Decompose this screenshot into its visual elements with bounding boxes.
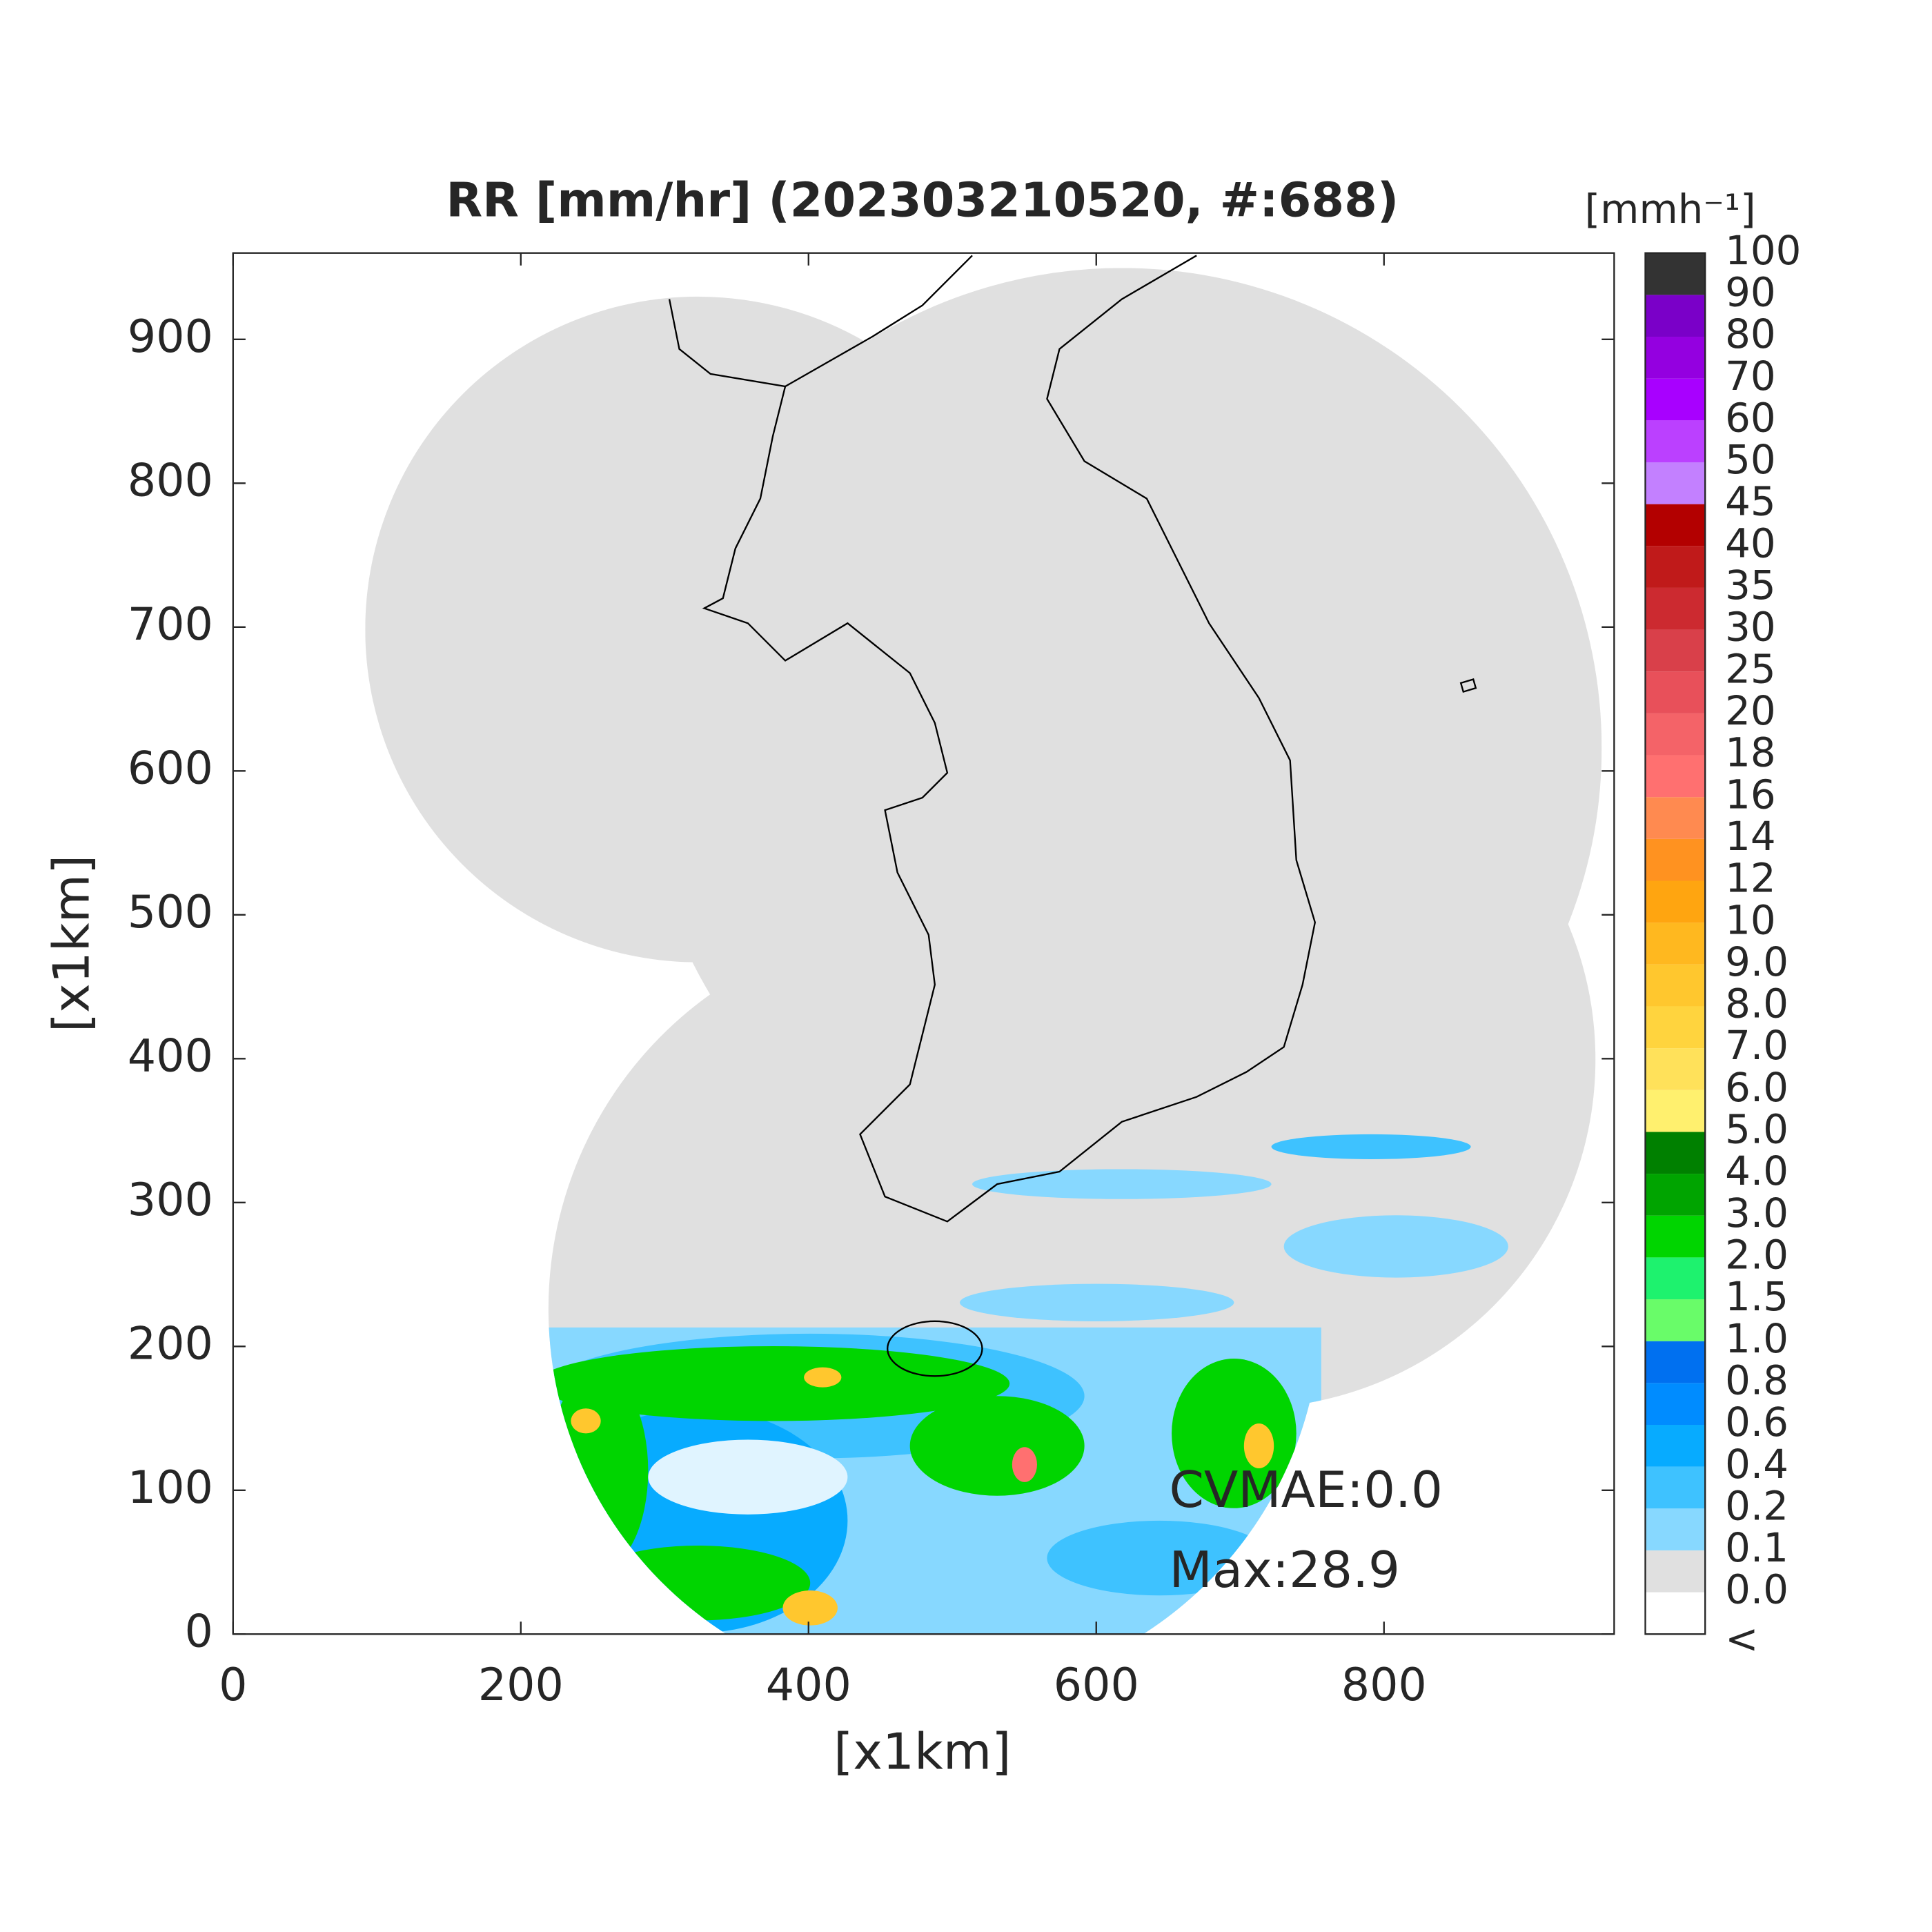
x-tick-label: 200: [478, 1659, 564, 1711]
colorbar-box: [1645, 1174, 1706, 1216]
colorbar-label: 2.0: [1725, 1231, 1788, 1278]
colorbar-box: [1645, 1090, 1706, 1132]
annotation: CVMAE:0.0: [1169, 1461, 1443, 1519]
colorbar-box: [1645, 1132, 1706, 1174]
colorbar-box: [1645, 378, 1706, 421]
colorbar-label: 0.6: [1725, 1399, 1788, 1446]
y-tick-label: 600: [128, 742, 213, 794]
colorbar-box: [1645, 797, 1706, 839]
colorbar-box: [1645, 504, 1706, 546]
x-tick-label: 800: [1341, 1659, 1427, 1711]
colorbar-box: [1645, 1299, 1706, 1341]
colorbar-box: [1645, 1006, 1706, 1049]
y-axis-label: [x1km]: [43, 855, 101, 1032]
colorbar-box: [1645, 838, 1706, 881]
colorbar-box: [1645, 964, 1706, 1007]
colorbar-box: [1645, 462, 1706, 504]
colorbar-box: [1645, 1383, 1706, 1425]
coastline: [668, 255, 1477, 1377]
colorbar-label: 70: [1725, 353, 1776, 400]
colorbar-label: 7.0: [1725, 1022, 1788, 1069]
colorbar-box: [1645, 337, 1706, 379]
chart-title: RR [mm/hr] (202303210520, #:688): [446, 172, 1399, 228]
colorbar-box: [1645, 1424, 1706, 1467]
colorbar-label: 60: [1725, 394, 1776, 441]
y-tick-label: 300: [128, 1174, 213, 1226]
colorbar-box: [1645, 755, 1706, 798]
colorbar-label: 12: [1725, 855, 1776, 902]
colorbar-under-label: <: [1725, 1615, 1758, 1662]
x-tick-label: 0: [219, 1659, 247, 1711]
radar-coverage: [365, 268, 1602, 1635]
colorbar-box: [1645, 546, 1706, 588]
y-tick-label: 100: [128, 1462, 213, 1514]
x-tick-label: 400: [766, 1659, 851, 1711]
axes-frame: [232, 252, 1615, 1635]
colorbar-box: [1645, 713, 1706, 756]
colorbar-box: [1645, 1257, 1706, 1300]
colorbar-label: 18: [1725, 729, 1776, 776]
colorbar-box: [1645, 1466, 1706, 1509]
colorbar-box: [1645, 880, 1706, 923]
colorbar-label: 30: [1725, 604, 1776, 651]
colorbar-frame: [1644, 252, 1706, 1635]
colorbar-box: [1645, 629, 1706, 672]
colorbar-label: 25: [1725, 645, 1776, 692]
x-axis-label: [x1km]: [834, 1723, 1011, 1781]
colorbar-box: [1645, 671, 1706, 713]
annotation: Max:28.9: [1169, 1541, 1400, 1599]
colorbar-label: 90: [1725, 268, 1776, 315]
colorbar-units: [mmh⁻¹]: [1585, 186, 1756, 233]
colorbar-box: [1645, 1508, 1706, 1550]
colorbar-box: [1645, 1341, 1706, 1383]
colorbar-box: [1645, 1048, 1706, 1090]
colorbar-label: 50: [1725, 436, 1776, 483]
colorbar-label: 0.4: [1725, 1441, 1788, 1488]
colorbar-label: 0.0: [1725, 1566, 1788, 1613]
y-tick-label: 0: [185, 1606, 213, 1657]
colorbar-label: 9.0: [1725, 938, 1788, 985]
colorbar-under: [1645, 1592, 1706, 1635]
y-tick-label: 800: [128, 455, 213, 506]
colorbar-label: 20: [1725, 687, 1776, 734]
colorbar-label: 0.2: [1725, 1482, 1788, 1529]
colorbar-box: [1645, 295, 1706, 337]
colorbar-label: 16: [1725, 771, 1776, 818]
colorbar-label: 4.0: [1725, 1147, 1788, 1194]
colorbar-box: [1645, 253, 1706, 295]
colorbar-label: 45: [1725, 478, 1776, 525]
map-area: [365, 255, 1602, 1635]
colorbar-label: 0.8: [1725, 1357, 1788, 1403]
colorbar-label: 1.0: [1725, 1315, 1788, 1362]
y-tick-label: 400: [128, 1030, 213, 1082]
colorbar-box: [1645, 1550, 1706, 1593]
colorbar-label: 3.0: [1725, 1190, 1788, 1236]
colorbar-box: [1645, 587, 1706, 630]
colorbar-label: 6.0: [1725, 1064, 1788, 1111]
y-tick-label: 900: [128, 311, 213, 363]
y-tick-label: 500: [128, 887, 213, 938]
colorbar-label: 1.5: [1725, 1273, 1788, 1320]
colorbar-label: 5.0: [1725, 1106, 1788, 1153]
y-tick-label: 200: [128, 1318, 213, 1370]
colorbar-box: [1645, 923, 1706, 965]
colorbar-label: 0.1: [1725, 1524, 1788, 1571]
colorbar-label: 40: [1725, 520, 1776, 566]
colorbar-label: 35: [1725, 562, 1776, 609]
colorbar-label: 10: [1725, 896, 1776, 943]
colorbar-box: [1645, 420, 1706, 462]
x-tick-label: 600: [1054, 1659, 1139, 1711]
colorbar-label: 8.0: [1725, 980, 1788, 1027]
colorbar-label: 14: [1725, 813, 1776, 860]
colorbar-box: [1645, 1215, 1706, 1258]
colorbar-label: 80: [1725, 310, 1776, 357]
y-tick-label: 700: [128, 599, 213, 651]
colorbar-label: 100: [1725, 227, 1801, 274]
